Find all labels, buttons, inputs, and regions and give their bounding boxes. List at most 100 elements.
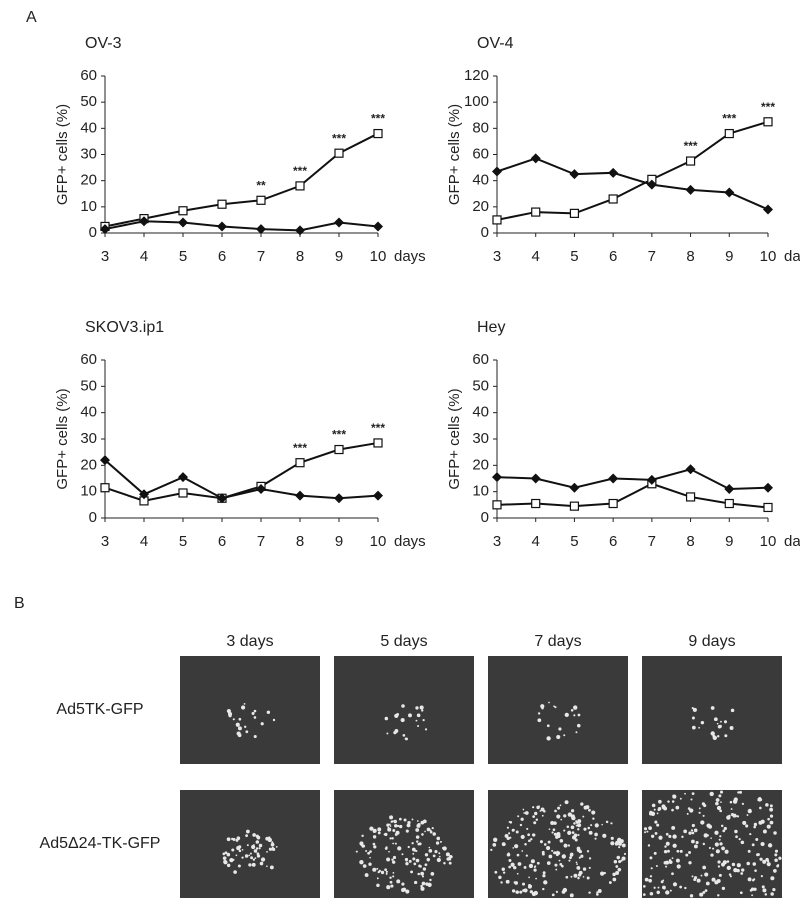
cell-dot bbox=[590, 824, 593, 827]
cell-dot bbox=[586, 850, 590, 853]
cell-dot bbox=[706, 823, 711, 828]
cell-dot bbox=[575, 824, 578, 827]
cell-dot bbox=[705, 881, 710, 886]
cell-dot bbox=[710, 853, 714, 857]
cell-dot bbox=[656, 890, 660, 895]
cell-dot bbox=[754, 869, 757, 872]
cell-dot bbox=[424, 853, 429, 857]
cell-dot bbox=[512, 847, 515, 849]
cell-dot bbox=[726, 860, 730, 863]
cell-dot bbox=[355, 850, 358, 853]
cell-dot bbox=[684, 792, 686, 795]
cell-dot bbox=[424, 863, 428, 867]
cell-dot bbox=[710, 731, 715, 736]
cell-dot bbox=[527, 833, 531, 837]
cell-dot bbox=[421, 875, 425, 878]
cell-dot bbox=[596, 893, 599, 896]
cell-dot bbox=[766, 824, 771, 829]
cell-dot bbox=[605, 820, 609, 824]
marker bbox=[178, 488, 188, 498]
cell-dot bbox=[266, 710, 271, 714]
cell-dot bbox=[385, 870, 388, 873]
marker bbox=[569, 169, 580, 180]
cell-dot bbox=[575, 861, 578, 864]
cell-dot bbox=[578, 849, 583, 854]
cell-dot bbox=[416, 840, 419, 843]
cell-dot bbox=[665, 865, 668, 868]
cell-dot bbox=[569, 856, 572, 860]
cell-dot bbox=[760, 875, 763, 878]
x-tick-label: 10 bbox=[370, 248, 387, 265]
y-tick-label: 100 bbox=[464, 93, 489, 110]
cell-dot bbox=[232, 718, 235, 721]
cell-dot bbox=[237, 726, 242, 731]
cell-dot bbox=[714, 830, 719, 835]
cell-dot bbox=[749, 888, 753, 892]
y-tick-label: 40 bbox=[80, 404, 97, 421]
y-tick-label: 0 bbox=[89, 509, 97, 526]
cell-dot bbox=[587, 826, 591, 830]
cell-dot bbox=[249, 852, 252, 855]
y-axis-label: GFP+ cells (%) bbox=[446, 388, 463, 489]
cell-dot bbox=[373, 845, 377, 849]
cell-dot bbox=[227, 711, 233, 717]
cell-dot bbox=[377, 831, 381, 835]
cell-dot bbox=[658, 799, 662, 804]
marker bbox=[373, 490, 383, 501]
cell-dot bbox=[407, 845, 410, 849]
cell-dot bbox=[533, 890, 538, 896]
cell-dot bbox=[404, 737, 407, 740]
cell-dot bbox=[420, 871, 425, 876]
y-tick-label: 0 bbox=[481, 509, 489, 526]
cell-dot bbox=[671, 800, 675, 803]
cell-dot bbox=[767, 817, 770, 821]
cell-dot bbox=[434, 850, 438, 854]
cell-dot bbox=[543, 843, 547, 846]
cell-dot bbox=[772, 887, 776, 892]
cell-dot bbox=[760, 819, 765, 824]
marker bbox=[178, 472, 188, 483]
cell-dot bbox=[418, 842, 422, 846]
y-tick-label: 0 bbox=[481, 224, 489, 241]
cell-dot bbox=[740, 868, 745, 872]
cell-dot bbox=[726, 865, 731, 871]
cell-dot bbox=[644, 877, 649, 882]
cell-dot bbox=[506, 852, 511, 857]
cell-dot bbox=[594, 823, 599, 828]
cell-dot bbox=[568, 830, 571, 833]
row-label: Ad5TK-GFP bbox=[56, 701, 143, 718]
y-tick-label: 50 bbox=[80, 93, 97, 110]
x-tick-label: 10 bbox=[760, 248, 777, 265]
cell-dot bbox=[229, 857, 234, 863]
cell-dot bbox=[689, 809, 692, 812]
cell-dot bbox=[654, 832, 658, 835]
cell-dot bbox=[386, 823, 390, 827]
cell-dot bbox=[656, 812, 659, 815]
x-tick-label: 8 bbox=[686, 248, 694, 265]
cell-dot bbox=[577, 828, 580, 831]
cell-dot bbox=[646, 830, 649, 833]
cell-dot bbox=[502, 871, 506, 874]
cell-dot bbox=[569, 853, 574, 857]
y-tick-label: 40 bbox=[472, 172, 489, 189]
cell-dot bbox=[248, 863, 252, 867]
cell-dot bbox=[730, 808, 733, 810]
micrograph bbox=[180, 790, 320, 898]
x-tick-label: 7 bbox=[648, 248, 656, 265]
annotation: *** bbox=[684, 139, 698, 153]
marker bbox=[492, 215, 502, 225]
cell-dot bbox=[687, 807, 691, 810]
cell-dot bbox=[563, 843, 568, 848]
cell-dot bbox=[243, 725, 247, 729]
cell-dot bbox=[746, 814, 749, 816]
micrograph bbox=[334, 790, 474, 898]
cell-dot bbox=[372, 830, 376, 833]
cell-dot bbox=[759, 806, 762, 810]
cell-dot bbox=[733, 797, 738, 802]
x-tick-label: 7 bbox=[257, 533, 265, 550]
cell-dot bbox=[575, 820, 578, 823]
cell-dot bbox=[580, 802, 584, 806]
marker bbox=[569, 208, 580, 218]
cell-dot bbox=[258, 843, 263, 848]
cell-dot bbox=[616, 855, 621, 860]
